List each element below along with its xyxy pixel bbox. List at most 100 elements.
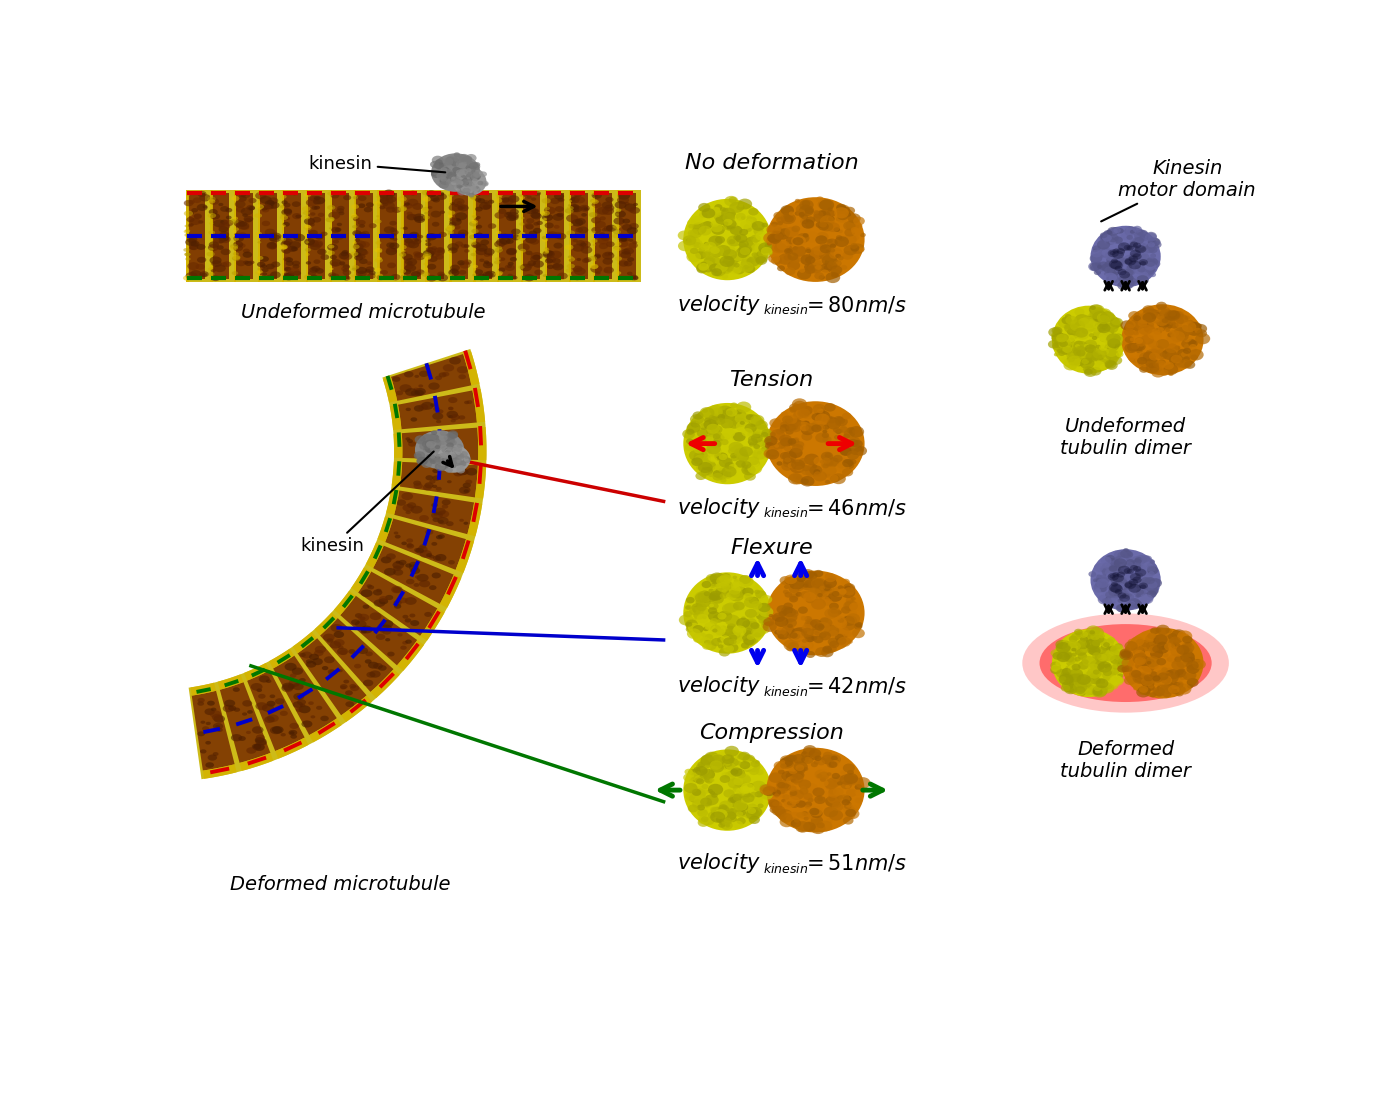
Ellipse shape bbox=[223, 220, 234, 226]
Ellipse shape bbox=[1105, 344, 1116, 352]
Ellipse shape bbox=[1085, 351, 1099, 362]
Ellipse shape bbox=[819, 618, 833, 628]
Ellipse shape bbox=[339, 253, 349, 259]
Ellipse shape bbox=[454, 186, 458, 189]
Ellipse shape bbox=[265, 228, 276, 236]
Ellipse shape bbox=[1133, 576, 1141, 583]
Ellipse shape bbox=[1056, 640, 1068, 649]
Ellipse shape bbox=[827, 793, 841, 804]
Ellipse shape bbox=[710, 625, 721, 632]
Ellipse shape bbox=[683, 199, 771, 280]
Ellipse shape bbox=[448, 450, 459, 459]
Ellipse shape bbox=[799, 787, 808, 795]
Ellipse shape bbox=[699, 462, 713, 473]
Ellipse shape bbox=[1056, 340, 1063, 346]
Ellipse shape bbox=[1061, 685, 1070, 692]
Ellipse shape bbox=[844, 808, 860, 819]
Ellipse shape bbox=[693, 635, 704, 643]
Ellipse shape bbox=[745, 424, 757, 433]
Ellipse shape bbox=[1126, 245, 1134, 251]
Ellipse shape bbox=[438, 232, 447, 237]
Ellipse shape bbox=[819, 631, 832, 640]
Ellipse shape bbox=[1163, 365, 1179, 376]
Ellipse shape bbox=[753, 630, 762, 636]
Bar bbox=[571, 192, 588, 279]
Ellipse shape bbox=[780, 424, 790, 432]
Ellipse shape bbox=[358, 232, 367, 237]
Ellipse shape bbox=[794, 401, 806, 411]
Ellipse shape bbox=[1140, 686, 1148, 693]
Ellipse shape bbox=[686, 236, 700, 247]
Ellipse shape bbox=[1159, 369, 1169, 376]
Ellipse shape bbox=[406, 538, 413, 542]
Bar bbox=[356, 192, 372, 279]
Ellipse shape bbox=[218, 203, 224, 206]
Ellipse shape bbox=[386, 194, 393, 200]
Ellipse shape bbox=[1120, 649, 1131, 657]
Ellipse shape bbox=[426, 243, 431, 246]
Ellipse shape bbox=[410, 506, 423, 514]
Ellipse shape bbox=[616, 228, 619, 231]
Ellipse shape bbox=[788, 587, 798, 595]
Ellipse shape bbox=[813, 407, 826, 415]
Ellipse shape bbox=[822, 429, 827, 434]
Ellipse shape bbox=[1142, 558, 1155, 568]
Ellipse shape bbox=[1133, 686, 1138, 691]
Ellipse shape bbox=[448, 157, 459, 166]
Ellipse shape bbox=[501, 234, 508, 237]
Ellipse shape bbox=[759, 617, 769, 624]
Ellipse shape bbox=[692, 458, 703, 467]
Ellipse shape bbox=[441, 457, 452, 466]
Ellipse shape bbox=[1180, 657, 1191, 665]
Ellipse shape bbox=[1141, 255, 1147, 259]
Ellipse shape bbox=[183, 248, 189, 251]
Ellipse shape bbox=[431, 156, 444, 165]
Ellipse shape bbox=[629, 238, 633, 242]
Ellipse shape bbox=[248, 198, 256, 203]
Ellipse shape bbox=[448, 214, 452, 217]
Ellipse shape bbox=[503, 198, 514, 205]
Ellipse shape bbox=[1135, 557, 1142, 562]
Ellipse shape bbox=[454, 176, 459, 180]
Ellipse shape bbox=[750, 243, 764, 254]
Ellipse shape bbox=[771, 256, 783, 265]
Ellipse shape bbox=[1107, 317, 1120, 327]
Ellipse shape bbox=[437, 457, 445, 462]
Ellipse shape bbox=[742, 587, 753, 596]
Ellipse shape bbox=[1100, 335, 1109, 343]
Ellipse shape bbox=[304, 225, 312, 231]
Ellipse shape bbox=[710, 440, 721, 448]
Ellipse shape bbox=[693, 242, 701, 248]
Ellipse shape bbox=[1091, 305, 1105, 315]
Ellipse shape bbox=[549, 232, 553, 235]
Ellipse shape bbox=[459, 178, 463, 180]
Ellipse shape bbox=[720, 800, 732, 810]
Ellipse shape bbox=[1124, 581, 1137, 589]
Ellipse shape bbox=[720, 593, 728, 598]
Ellipse shape bbox=[1135, 594, 1141, 597]
Ellipse shape bbox=[777, 628, 787, 635]
Ellipse shape bbox=[1095, 309, 1103, 314]
Ellipse shape bbox=[382, 203, 388, 206]
Ellipse shape bbox=[1071, 330, 1079, 336]
Ellipse shape bbox=[507, 273, 512, 277]
Ellipse shape bbox=[288, 730, 297, 736]
Ellipse shape bbox=[738, 575, 753, 587]
Ellipse shape bbox=[1151, 254, 1156, 258]
Ellipse shape bbox=[475, 198, 482, 202]
Ellipse shape bbox=[825, 778, 837, 789]
Ellipse shape bbox=[1119, 271, 1130, 279]
Ellipse shape bbox=[1162, 691, 1172, 697]
Ellipse shape bbox=[564, 209, 574, 214]
Ellipse shape bbox=[832, 802, 844, 811]
Ellipse shape bbox=[351, 225, 357, 228]
Ellipse shape bbox=[713, 811, 718, 815]
Ellipse shape bbox=[1058, 351, 1065, 356]
Ellipse shape bbox=[458, 189, 466, 195]
Ellipse shape bbox=[307, 661, 316, 668]
Ellipse shape bbox=[802, 584, 808, 587]
Ellipse shape bbox=[1084, 341, 1096, 352]
Ellipse shape bbox=[508, 212, 519, 220]
Ellipse shape bbox=[1142, 351, 1156, 361]
Ellipse shape bbox=[820, 215, 834, 226]
